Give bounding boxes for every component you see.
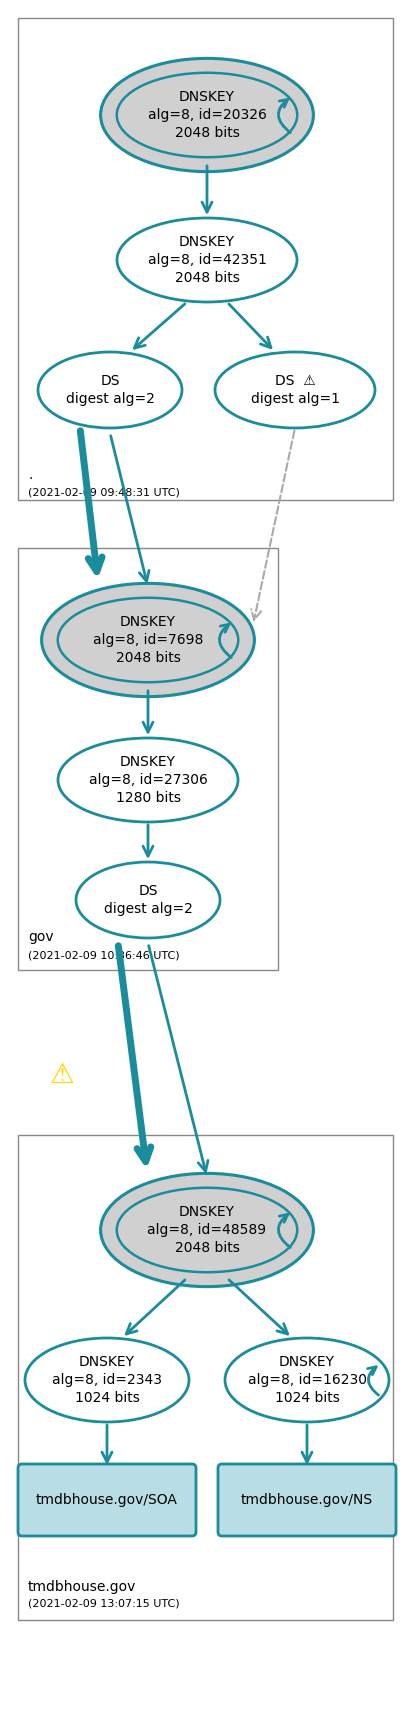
Ellipse shape xyxy=(38,352,182,428)
Text: DS
digest alg=2: DS digest alg=2 xyxy=(104,885,193,915)
Text: tmdbhouse.gov/NS: tmdbhouse.gov/NS xyxy=(241,1494,373,1507)
Text: DNSKEY
alg=8, id=16230
1024 bits: DNSKEY alg=8, id=16230 1024 bits xyxy=(247,1355,366,1405)
Ellipse shape xyxy=(25,1338,189,1422)
Ellipse shape xyxy=(117,74,297,157)
Text: DNSKEY
alg=8, id=48589
2048 bits: DNSKEY alg=8, id=48589 2048 bits xyxy=(147,1205,266,1256)
Text: tmdbhouse.gov/SOA: tmdbhouse.gov/SOA xyxy=(36,1494,178,1507)
Ellipse shape xyxy=(215,352,375,428)
Text: ⚠: ⚠ xyxy=(49,1061,74,1088)
Ellipse shape xyxy=(58,597,238,683)
Text: (2021-02-09 09:48:31 UTC): (2021-02-09 09:48:31 UTC) xyxy=(28,488,180,496)
Ellipse shape xyxy=(100,58,313,171)
Text: DNSKEY
alg=8, id=42351
2048 bits: DNSKEY alg=8, id=42351 2048 bits xyxy=(148,234,266,286)
Ellipse shape xyxy=(76,862,220,938)
Text: DNSKEY
alg=8, id=2343
1024 bits: DNSKEY alg=8, id=2343 1024 bits xyxy=(52,1355,162,1405)
Ellipse shape xyxy=(42,583,254,696)
Text: DNSKEY
alg=8, id=20326
2048 bits: DNSKEY alg=8, id=20326 2048 bits xyxy=(148,89,266,140)
Text: DNSKEY
alg=8, id=27306
1280 bits: DNSKEY alg=8, id=27306 1280 bits xyxy=(88,755,208,806)
Text: tmdbhouse.gov: tmdbhouse.gov xyxy=(28,1579,137,1595)
Text: (2021-02-09 13:07:15 UTC): (2021-02-09 13:07:15 UTC) xyxy=(28,1598,180,1608)
Bar xyxy=(18,548,278,970)
Text: DS
digest alg=2: DS digest alg=2 xyxy=(66,373,154,406)
Ellipse shape xyxy=(58,737,238,821)
Bar xyxy=(18,1134,393,1620)
FancyBboxPatch shape xyxy=(18,1465,196,1536)
Text: (2021-02-09 10:36:46 UTC): (2021-02-09 10:36:46 UTC) xyxy=(28,950,180,960)
Ellipse shape xyxy=(225,1338,389,1422)
Text: .: . xyxy=(28,469,32,483)
Ellipse shape xyxy=(100,1174,313,1287)
FancyBboxPatch shape xyxy=(218,1465,396,1536)
Text: DNSKEY
alg=8, id=7698
2048 bits: DNSKEY alg=8, id=7698 2048 bits xyxy=(93,614,203,666)
Ellipse shape xyxy=(117,217,297,303)
Ellipse shape xyxy=(117,1187,297,1273)
Bar xyxy=(18,19,393,500)
Text: DS  ⚠
digest alg=1: DS ⚠ digest alg=1 xyxy=(251,373,339,406)
Text: gov: gov xyxy=(28,931,54,944)
